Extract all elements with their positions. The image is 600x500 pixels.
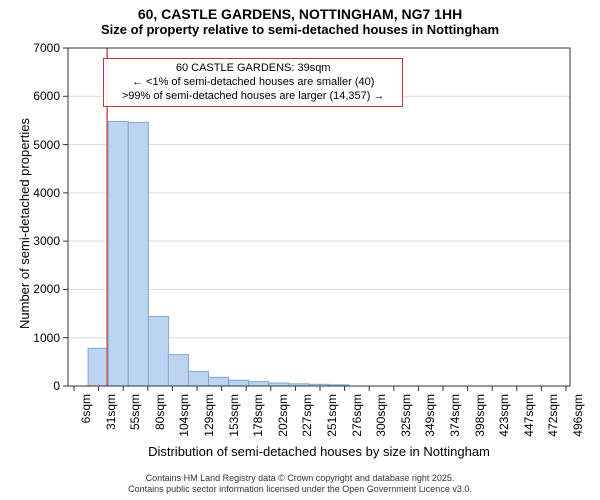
x-tick-label: 153sqm <box>227 394 241 454</box>
x-tick-label: 472sqm <box>546 394 560 454</box>
annotation-line3: >99% of semi-detached houses are larger … <box>110 90 396 104</box>
title-line2: Size of property relative to semi-detach… <box>0 22 600 37</box>
y-tick-label: 2000 <box>20 282 60 296</box>
histogram-bar <box>168 355 188 386</box>
x-tick-label: 80sqm <box>153 394 167 454</box>
x-tick-label: 276sqm <box>350 394 364 454</box>
x-tick-label: 104sqm <box>177 394 191 454</box>
x-tick-label: 496sqm <box>571 394 585 454</box>
histogram-bar <box>128 122 148 386</box>
histogram-bar <box>229 380 249 386</box>
histogram-bar <box>249 382 269 386</box>
y-tick-label: 6000 <box>20 89 60 103</box>
x-tick-label: 6sqm <box>79 394 93 454</box>
plot-area: 60 CASTLE GARDENS: 39sqm ← <1% of semi-d… <box>68 48 570 386</box>
chart-title: 60, CASTLE GARDENS, NOTTINGHAM, NG7 1HH … <box>0 6 600 37</box>
x-axis-label: Distribution of semi-detached houses by … <box>68 444 570 459</box>
y-tick-label: 0 <box>20 379 60 393</box>
histogram-bar <box>88 348 108 386</box>
histogram-bar <box>209 377 229 386</box>
x-tick-label: 325sqm <box>399 394 413 454</box>
x-tick-label: 129sqm <box>202 394 216 454</box>
histogram-bar <box>148 316 168 386</box>
title-line1: 60, CASTLE GARDENS, NOTTINGHAM, NG7 1HH <box>0 6 600 22</box>
x-tick-label: 178sqm <box>251 394 265 454</box>
y-tick-label: 5000 <box>20 138 60 152</box>
y-tick-label: 1000 <box>20 331 60 345</box>
x-tick-label: 300sqm <box>374 394 388 454</box>
annotation-line1: 60 CASTLE GARDENS: 39sqm <box>110 62 396 76</box>
x-tick-label: 55sqm <box>128 394 142 454</box>
footer: Contains HM Land Registry data © Crown c… <box>0 473 600 496</box>
x-tick-label: 227sqm <box>300 394 314 454</box>
x-tick-label: 202sqm <box>276 394 290 454</box>
x-tick-label: 374sqm <box>448 394 462 454</box>
chart-container: 60, CASTLE GARDENS, NOTTINGHAM, NG7 1HH … <box>0 0 600 500</box>
y-tick-label: 4000 <box>20 186 60 200</box>
footer-line1: Contains HM Land Registry data © Crown c… <box>0 473 600 485</box>
y-tick-label: 3000 <box>20 234 60 248</box>
x-tick-label: 251sqm <box>325 394 339 454</box>
x-tick-label: 447sqm <box>522 394 536 454</box>
histogram-bar <box>188 372 208 386</box>
histogram-bar <box>108 121 128 386</box>
footer-line2: Contains public sector information licen… <box>0 484 600 496</box>
annotation-box: 60 CASTLE GARDENS: 39sqm ← <1% of semi-d… <box>103 58 403 107</box>
x-tick-label: 31sqm <box>104 394 118 454</box>
x-tick-label: 349sqm <box>423 394 437 454</box>
y-tick-label: 7000 <box>20 41 60 55</box>
x-tick-label: 398sqm <box>473 394 487 454</box>
x-tick-label: 423sqm <box>497 394 511 454</box>
annotation-line2: ← <1% of semi-detached houses are smalle… <box>110 76 396 90</box>
